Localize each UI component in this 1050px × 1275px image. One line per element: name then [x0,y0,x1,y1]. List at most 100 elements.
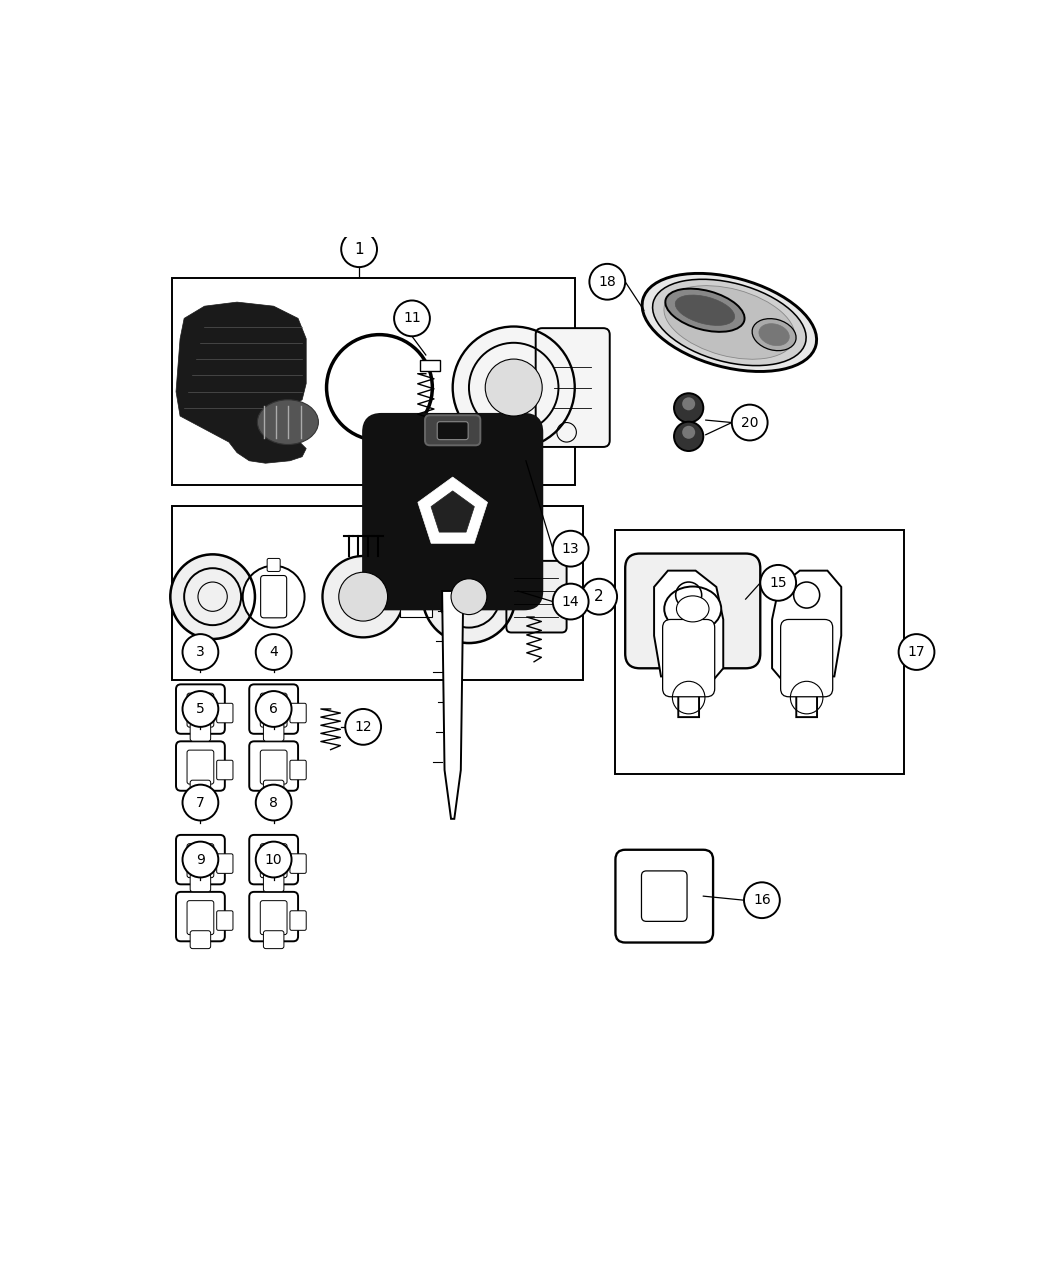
Circle shape [243,566,304,627]
FancyBboxPatch shape [425,416,480,445]
FancyBboxPatch shape [642,871,687,922]
Text: 6: 6 [269,703,278,717]
Bar [420,421,441,431]
Circle shape [552,584,589,620]
FancyBboxPatch shape [290,854,307,873]
FancyBboxPatch shape [506,561,567,632]
Circle shape [256,784,292,820]
Circle shape [682,398,695,411]
Ellipse shape [752,319,796,351]
Circle shape [453,326,574,449]
FancyBboxPatch shape [176,741,225,790]
Polygon shape [418,477,487,543]
Circle shape [744,882,780,918]
FancyBboxPatch shape [190,723,211,741]
Circle shape [322,556,404,638]
Ellipse shape [676,595,709,622]
Text: 14: 14 [562,594,580,608]
Text: 9: 9 [196,853,205,867]
Circle shape [732,404,768,440]
FancyBboxPatch shape [437,422,468,440]
Polygon shape [442,592,463,819]
Circle shape [170,555,255,639]
Text: 8: 8 [269,796,278,810]
Polygon shape [430,491,475,532]
Ellipse shape [666,288,744,332]
FancyBboxPatch shape [780,620,833,696]
Circle shape [341,231,377,266]
Bar [615,530,904,774]
Bar [420,360,441,371]
Circle shape [589,264,625,300]
Text: 5: 5 [196,703,205,717]
FancyBboxPatch shape [290,704,307,723]
Text: 3: 3 [196,645,205,659]
FancyBboxPatch shape [187,844,214,877]
Text: 11: 11 [403,311,421,325]
Circle shape [256,634,292,669]
FancyBboxPatch shape [615,849,713,942]
Circle shape [760,565,796,601]
Circle shape [183,842,218,877]
FancyBboxPatch shape [249,741,298,790]
FancyBboxPatch shape [249,685,298,734]
FancyBboxPatch shape [187,900,214,935]
Text: 15: 15 [770,576,788,590]
Polygon shape [772,571,841,717]
Circle shape [582,579,617,615]
FancyBboxPatch shape [176,685,225,734]
Circle shape [485,360,542,416]
FancyBboxPatch shape [176,835,225,885]
FancyBboxPatch shape [536,328,610,448]
FancyBboxPatch shape [190,780,211,798]
FancyBboxPatch shape [264,931,284,949]
Circle shape [682,426,695,439]
Text: 2: 2 [594,589,604,604]
FancyBboxPatch shape [190,931,211,949]
FancyBboxPatch shape [176,892,225,941]
Circle shape [256,691,292,727]
FancyBboxPatch shape [260,844,287,877]
FancyBboxPatch shape [264,780,284,798]
Circle shape [422,551,516,643]
FancyBboxPatch shape [290,910,307,931]
Circle shape [394,301,429,337]
FancyBboxPatch shape [260,694,287,727]
Circle shape [552,530,589,566]
Polygon shape [654,571,723,717]
Ellipse shape [257,400,318,445]
Text: 17: 17 [907,645,925,659]
Polygon shape [176,302,307,463]
Circle shape [339,572,387,621]
Text: 7: 7 [196,796,205,810]
Text: 1: 1 [354,242,364,256]
Text: 18: 18 [598,274,616,288]
FancyBboxPatch shape [625,553,760,668]
FancyBboxPatch shape [249,892,298,941]
FancyBboxPatch shape [260,900,287,935]
FancyBboxPatch shape [363,414,542,609]
Ellipse shape [759,324,790,346]
Ellipse shape [643,273,817,371]
FancyBboxPatch shape [187,694,214,727]
Circle shape [674,422,704,451]
Bar [172,506,583,681]
Circle shape [256,842,292,877]
Circle shape [674,393,704,422]
FancyBboxPatch shape [400,572,433,617]
Ellipse shape [664,286,795,360]
Text: 20: 20 [741,416,758,430]
FancyBboxPatch shape [216,910,233,931]
FancyBboxPatch shape [264,873,284,891]
Text: 10: 10 [265,853,282,867]
Circle shape [899,634,934,669]
FancyBboxPatch shape [260,575,287,618]
Ellipse shape [653,279,806,366]
FancyBboxPatch shape [190,873,211,891]
FancyBboxPatch shape [267,558,280,571]
Text: 16: 16 [753,894,771,908]
FancyBboxPatch shape [187,750,214,784]
Ellipse shape [665,586,721,631]
Circle shape [183,634,218,669]
FancyBboxPatch shape [663,620,715,696]
